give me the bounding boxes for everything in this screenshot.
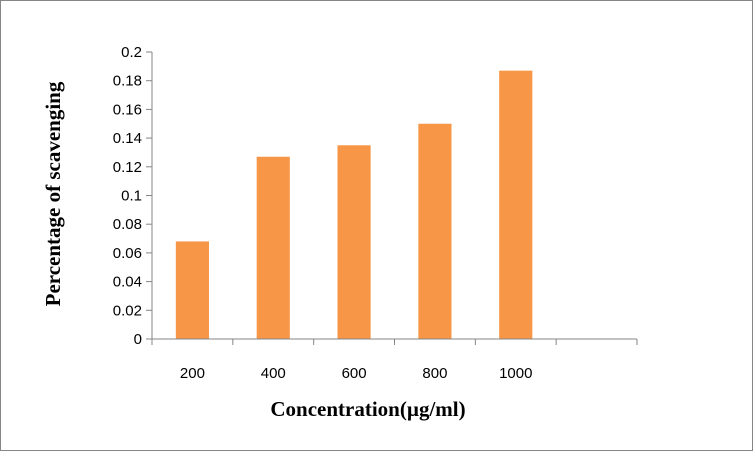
x-tick-label: 400 [261,365,286,382]
x-tick-label: 200 [180,365,205,382]
bar-800 [418,123,452,339]
y-tick-label: 0.1 [121,188,142,205]
x-tick-label: 1000 [499,365,532,382]
bars [175,70,533,339]
x-tick-label: 600 [342,365,367,382]
x-axis-title: Concentration(µg/ml) [270,397,465,421]
y-tick-label: 0.02 [113,302,142,319]
bar-600 [337,145,371,339]
y-tick-label: 0.04 [113,274,142,291]
y-tick-label: 0.2 [121,44,142,61]
y-tick-label: 0 [134,331,142,348]
bar-200 [175,241,209,339]
y-tick-label: 0.14 [113,130,142,147]
bar-1000 [499,70,533,339]
y-axis-ticks: 0 0.02 0.04 0.06 0.08 0.1 0.12 0.14 0.16 0.18 0.2 [113,44,152,348]
y-tick-label: 0.06 [113,245,142,262]
x-axis-ticks: 200 400 600 800 1000 [151,339,638,382]
y-tick-label: 0.18 [113,73,142,90]
y-tick-label: 0.08 [113,216,142,233]
y-tick-label: 0.12 [113,159,142,176]
y-tick-label: 0.16 [113,101,142,118]
bar-400 [256,156,290,339]
x-tick-label: 800 [422,365,447,382]
y-axis-title: Percentage of scavenging [41,81,65,306]
